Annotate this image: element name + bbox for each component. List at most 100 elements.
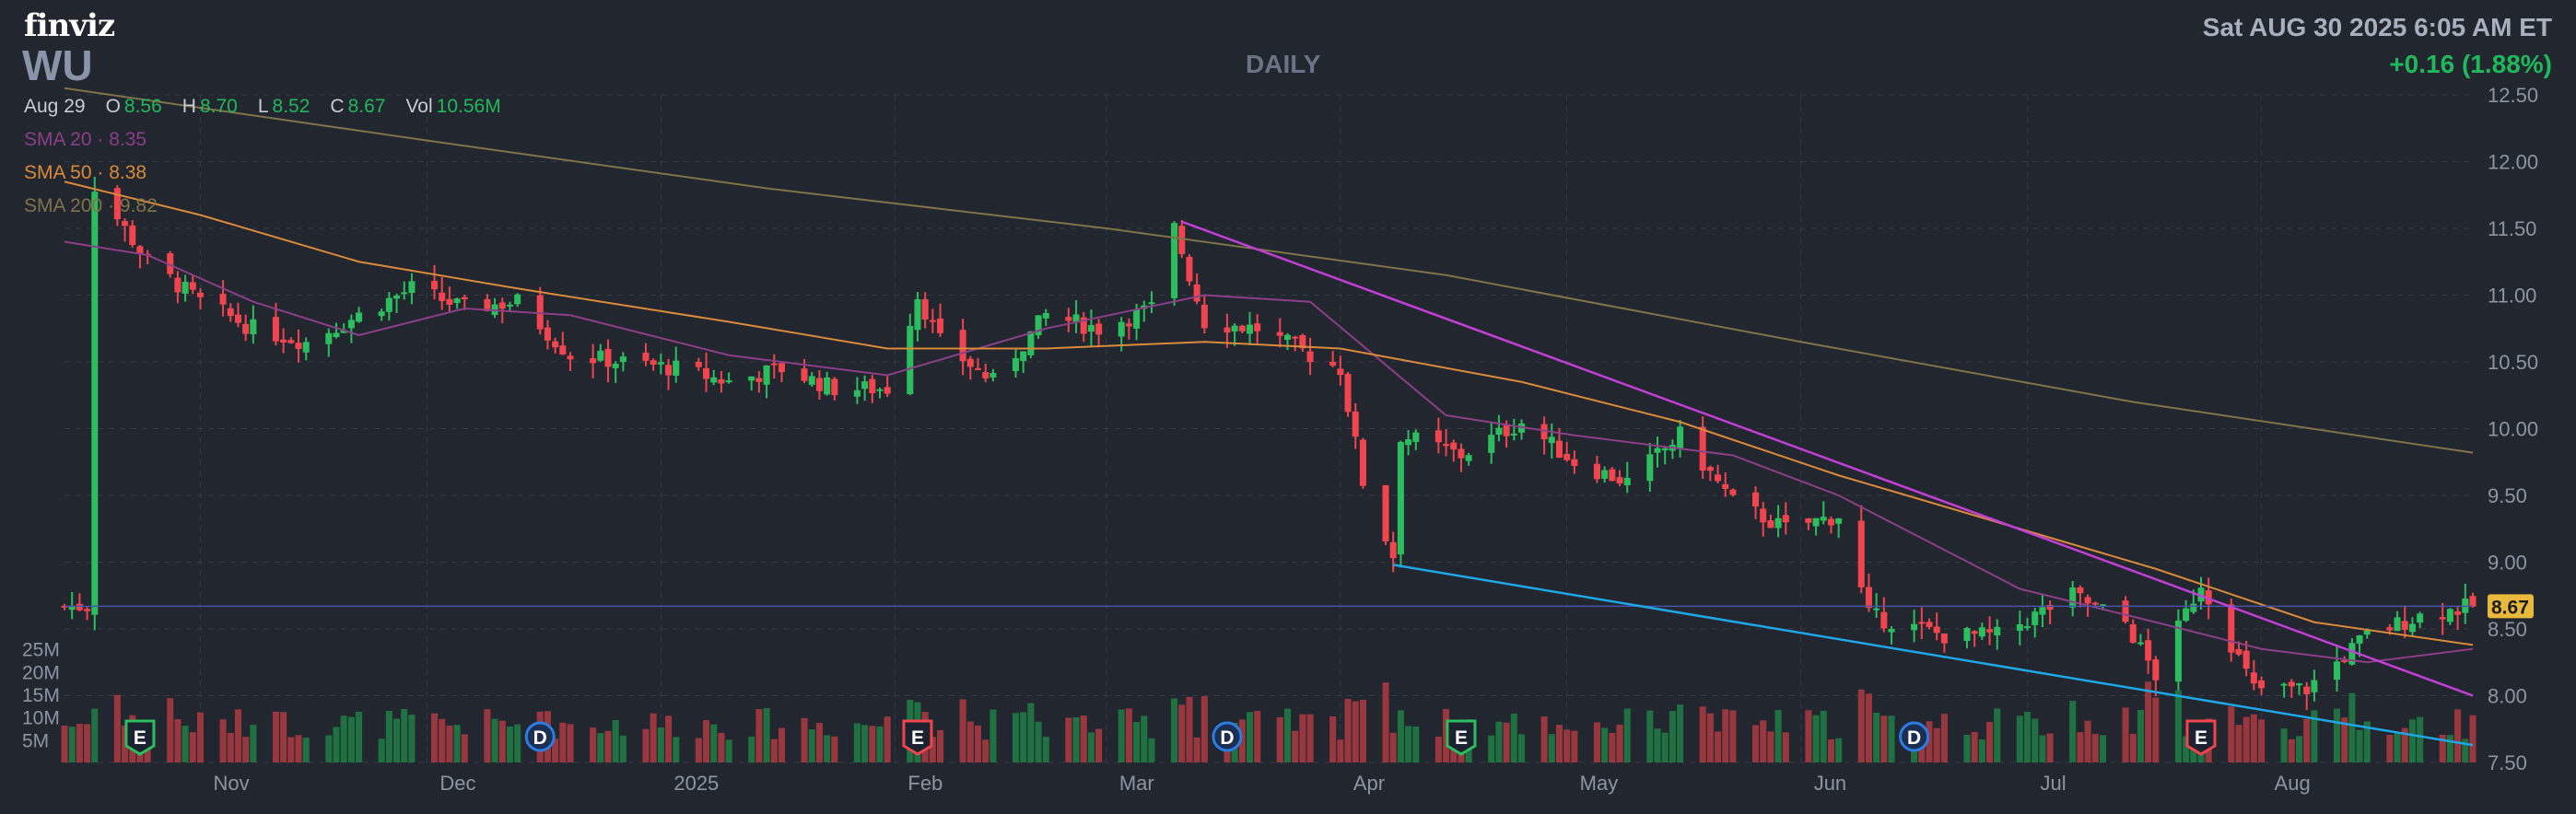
last-price-tag <box>2488 594 2534 619</box>
volume-bar <box>1601 727 1609 762</box>
candle-down <box>136 246 144 254</box>
candle-down <box>1359 439 1366 486</box>
candle-up <box>2446 609 2453 622</box>
volume-bar <box>1306 714 1314 762</box>
candle-down <box>2084 597 2091 604</box>
volume-bar <box>1820 710 1827 762</box>
ohlc-date: Aug 29 <box>24 96 86 117</box>
volume-bar <box>189 732 196 762</box>
volume-bar <box>869 726 876 762</box>
open-label: O <box>105 96 121 117</box>
candle-up <box>2311 680 2318 692</box>
candle-down <box>2077 587 2084 594</box>
finviz-logo[interactable]: finviz <box>24 7 115 44</box>
volume-bar <box>1933 727 1940 762</box>
candle-up <box>2069 587 2077 608</box>
sma200-legend[interactable]: SMA 200 · 9.82 <box>24 195 158 216</box>
candle-down <box>604 348 612 367</box>
candle-down <box>2288 681 2295 687</box>
volume-bar <box>2394 733 2401 762</box>
volume-bar <box>1276 716 1283 762</box>
candle-down <box>1443 444 1450 447</box>
candle-up <box>1911 623 1918 631</box>
candle-down <box>1434 430 1442 443</box>
volume-bar <box>2032 718 2039 762</box>
trendline-upper <box>1181 220 2474 697</box>
volume-bar <box>2454 709 2462 762</box>
candle-down <box>552 341 559 348</box>
candle-down <box>2235 648 2242 655</box>
sma200-label: SMA 200 <box>24 195 103 216</box>
volume-bar <box>1072 717 1080 762</box>
volume-bar <box>2039 735 2046 762</box>
candle-down <box>272 317 279 342</box>
volume-bar <box>2439 734 2446 762</box>
volume-bar <box>113 694 121 762</box>
candle-down <box>755 378 763 382</box>
volume-bar <box>1020 712 1027 762</box>
candle-down <box>1080 317 1087 334</box>
candle-up <box>68 606 76 610</box>
candle-down <box>884 387 891 394</box>
sma50-legend[interactable]: SMA 50 · 8.38 <box>24 162 147 183</box>
volume-bar <box>340 715 347 762</box>
volume-bar <box>1125 708 1132 762</box>
volume-bar <box>861 725 869 762</box>
volume-bar <box>755 709 763 762</box>
volume-bar <box>227 732 234 762</box>
volume-bar <box>552 738 559 762</box>
candle-down <box>2454 610 2462 615</box>
sma20-legend[interactable]: SMA 20 · 8.35 <box>24 129 147 150</box>
volume-bar <box>1857 689 1865 762</box>
volume-bar <box>2046 733 2054 762</box>
candle-down <box>1292 336 1299 339</box>
candle-down <box>1805 517 1812 523</box>
volume-bar <box>295 735 302 762</box>
price-change: +0.16 (1.88%) <box>2389 50 2552 78</box>
volume-value: 10.56M <box>436 96 501 117</box>
volume-bar <box>347 716 355 762</box>
candle-up <box>1978 627 1985 637</box>
x-tick-label: May <box>1580 772 1619 795</box>
sma50-value: 8.38 <box>109 162 147 183</box>
candle-down <box>559 345 567 355</box>
candle-down <box>590 358 597 364</box>
volume-bar <box>1623 708 1631 762</box>
volume-bar <box>1880 715 1888 762</box>
candle-up <box>1027 331 1035 355</box>
close-label: C <box>330 96 345 117</box>
candle-down <box>778 363 785 373</box>
volume-bar <box>356 711 363 762</box>
candle-down <box>234 314 241 323</box>
volume-bar <box>665 715 673 762</box>
volume-bar <box>1812 715 1820 762</box>
volume-bar <box>333 727 340 762</box>
volume-bar <box>1517 734 1526 762</box>
candle-down <box>937 318 944 333</box>
volume-bar <box>446 726 453 762</box>
candle-down <box>1571 459 1578 467</box>
earnings-marker <box>902 719 933 756</box>
volume-bar <box>2280 728 2288 762</box>
volume-bar <box>2288 738 2295 762</box>
candle-down <box>2250 672 2257 684</box>
volume-bar <box>1299 714 1306 762</box>
candle-down <box>1352 411 1359 437</box>
candle-up <box>2348 643 2356 665</box>
volume-bar <box>876 726 884 762</box>
volume-bar <box>1986 721 1994 762</box>
candle-up <box>657 362 664 365</box>
candle-down <box>1722 483 1729 490</box>
candle-down <box>1186 256 1193 282</box>
volume-bar <box>695 738 702 762</box>
candle-down <box>2145 640 2152 661</box>
candle-down <box>1563 454 1571 460</box>
y-tick-label: 9.00 <box>2488 552 2527 575</box>
candle-up <box>1548 436 1555 444</box>
volume-bar <box>287 737 295 762</box>
candle-up <box>408 281 416 294</box>
volume-bar <box>2258 719 2266 762</box>
volume-bar <box>1510 713 1517 762</box>
volume-bar <box>1186 696 1193 762</box>
